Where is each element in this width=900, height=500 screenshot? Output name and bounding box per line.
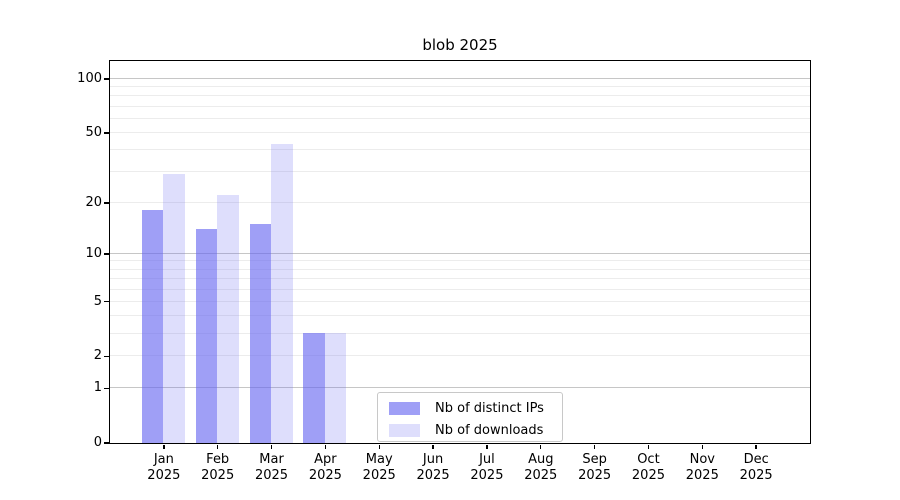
legend-label-distinct-ips: Nb of distinct IPs — [435, 401, 544, 416]
y-tick-mark — [103, 355, 109, 358]
y-tick-mark — [103, 132, 109, 134]
x-tick-label: Jun 2025 — [416, 452, 450, 483]
grid-line-minor — [109, 315, 810, 317]
grid-line-minor — [109, 288, 810, 290]
grid-line-minor — [109, 201, 810, 203]
legend-item-downloads: Nb of downloads — [378, 421, 562, 440]
x-tick-mark — [378, 444, 380, 449]
x-tick-mark — [593, 444, 596, 449]
bar-distinct-ips — [141, 210, 164, 443]
y-tick-label: 50 — [85, 124, 102, 140]
grid-line-major — [109, 387, 810, 389]
y-tick-label: 0 — [93, 435, 102, 450]
x-tick-label: Oct 2025 — [631, 452, 665, 483]
bar-downloads — [324, 333, 347, 443]
y-tick-label: 10 — [85, 245, 102, 261]
grid-line-minor — [109, 260, 810, 262]
bar-downloads — [163, 174, 185, 443]
bar-downloads — [271, 144, 293, 443]
x-tick-label: Dec 2025 — [739, 452, 773, 483]
legend-label-downloads: Nb of downloads — [435, 423, 544, 438]
x-tick-label: Aug 2025 — [524, 452, 558, 483]
x-tick-label: Sep 2025 — [578, 452, 612, 483]
x-tick-mark — [486, 444, 488, 449]
x-tick-mark — [540, 444, 542, 449]
x-tick-label: Nov 2025 — [685, 452, 719, 483]
bar-distinct-ips — [303, 333, 325, 443]
grid-line-minor — [109, 300, 810, 302]
bar-distinct-ips — [195, 228, 218, 443]
grid-line-minor — [109, 117, 810, 119]
legend-swatch-distinct-ips — [389, 402, 420, 415]
grid-line-minor — [109, 171, 810, 173]
legend-item-distinct-ips: Nb of distinct IPs — [378, 399, 562, 418]
y-tick-mark — [103, 78, 109, 80]
grid-line-major — [109, 78, 810, 80]
chart-title: blob 2025 — [422, 36, 498, 54]
y-tick-mark — [103, 253, 109, 255]
x-tick-label: Apr 2025 — [308, 452, 342, 483]
y-tick-mark — [103, 301, 109, 303]
y-tick-label: 2 — [93, 348, 102, 364]
grid-line-minor — [109, 355, 810, 357]
y-tick-mark — [103, 387, 109, 390]
x-tick-mark — [701, 444, 703, 449]
x-tick-label: Mar 2025 — [254, 452, 289, 483]
bar-distinct-ips — [249, 223, 272, 443]
x-tick-label: Feb 2025 — [201, 452, 235, 483]
y-tick-label: 20 — [85, 194, 102, 210]
x-tick-mark — [432, 444, 434, 449]
x-tick-label: Jan 2025 — [147, 452, 181, 483]
y-tick-label: 5 — [93, 293, 102, 309]
x-tick-mark — [163, 444, 165, 449]
y-tick-label: 100 — [77, 71, 102, 87]
grid-line-major — [109, 252, 810, 254]
x-tick-mark — [755, 444, 757, 449]
legend-swatch-downloads — [389, 424, 420, 437]
x-tick-label: May 2025 — [362, 452, 396, 483]
grid-line-minor — [109, 149, 810, 151]
grid-line-minor — [109, 95, 810, 97]
x-tick-mark — [216, 444, 219, 449]
grid-line-minor — [109, 131, 810, 133]
y-tick-mark — [103, 202, 109, 204]
grid-line-minor — [109, 332, 810, 334]
x-tick-mark — [270, 444, 273, 449]
y-tick-mark — [103, 442, 109, 444]
plot-area — [108, 59, 811, 444]
legend: Nb of distinct IPs Nb of downloads — [377, 392, 563, 442]
grid-line-minor — [109, 86, 810, 88]
x-tick-mark — [324, 444, 327, 449]
y-tick-label: 1 — [93, 380, 102, 396]
grid-line-minor — [109, 105, 810, 107]
bar-downloads — [217, 195, 239, 443]
x-tick-label: Jul 2025 — [470, 452, 504, 483]
grid-line-minor — [109, 268, 810, 270]
grid-line-minor — [109, 278, 810, 280]
x-tick-mark — [647, 444, 650, 449]
